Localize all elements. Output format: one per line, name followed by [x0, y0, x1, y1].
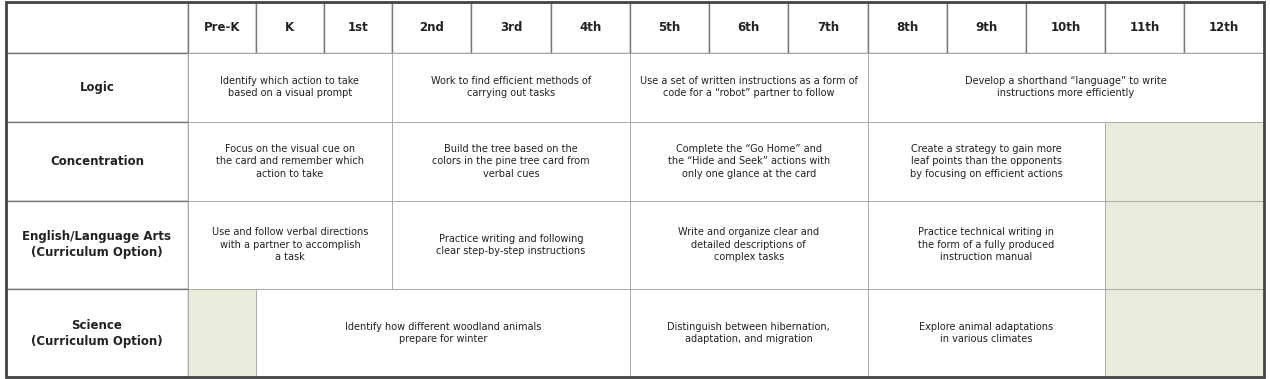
Text: English/Language Arts
(Curriculum Option): English/Language Arts (Curriculum Option… — [23, 230, 171, 259]
Text: Pre-K: Pre-K — [203, 21, 240, 34]
Text: 5th: 5th — [658, 21, 681, 34]
Text: Practice technical writing in
the form of a fully produced
instruction manual: Practice technical writing in the form o… — [918, 227, 1054, 262]
Text: Science
(Curriculum Option): Science (Curriculum Option) — [32, 318, 163, 348]
Text: 2nd: 2nd — [419, 21, 444, 34]
Bar — [630, 2, 709, 53]
Text: Write and organize clear and
detailed descriptions of
complex tasks: Write and organize clear and detailed de… — [678, 227, 819, 262]
Text: 1st: 1st — [348, 21, 368, 34]
Text: 12th: 12th — [1209, 21, 1240, 34]
Bar — [1105, 122, 1264, 201]
Text: Use and follow verbal directions
with a partner to accomplish
a task: Use and follow verbal directions with a … — [212, 227, 368, 262]
Bar — [789, 2, 867, 53]
Bar — [867, 289, 1105, 377]
Bar — [6, 122, 188, 201]
Bar — [867, 53, 1264, 122]
Bar — [1105, 2, 1185, 53]
Bar — [392, 2, 471, 53]
Text: Focus on the visual cue on
the card and remember which
action to take: Focus on the visual cue on the card and … — [216, 144, 364, 179]
Bar — [6, 53, 188, 122]
Text: 7th: 7th — [817, 21, 839, 34]
Text: 11th: 11th — [1130, 21, 1160, 34]
Text: Practice writing and following
clear step-by-step instructions: Practice writing and following clear ste… — [437, 233, 585, 256]
Bar — [1185, 2, 1264, 53]
Text: Explore animal adaptations
in various climates: Explore animal adaptations in various cl… — [919, 322, 1053, 344]
Bar — [709, 2, 789, 53]
Bar — [630, 122, 867, 201]
Text: 8th: 8th — [897, 21, 918, 34]
Text: Develop a shorthand “language” to write
instructions more efficiently: Develop a shorthand “language” to write … — [965, 76, 1166, 99]
Text: Use a set of written instructions as a form of
code for a “robot” partner to fol: Use a set of written instructions as a f… — [640, 76, 857, 99]
Text: K: K — [286, 21, 295, 34]
Text: Complete the “Go Home” and
the “Hide and Seek” actions with
only one glance at t: Complete the “Go Home” and the “Hide and… — [668, 144, 829, 179]
Text: 9th: 9th — [975, 21, 997, 34]
Bar — [1105, 289, 1264, 377]
Bar — [867, 201, 1105, 289]
Bar — [630, 289, 867, 377]
Bar — [188, 2, 255, 53]
Bar — [867, 2, 946, 53]
Bar — [6, 289, 188, 377]
Text: Concentration: Concentration — [50, 155, 144, 168]
Text: 3rd: 3rd — [500, 21, 522, 34]
Text: Identify which action to take
based on a visual prompt: Identify which action to take based on a… — [221, 76, 359, 99]
Bar — [188, 289, 255, 377]
Text: 6th: 6th — [738, 21, 759, 34]
Bar — [255, 289, 630, 377]
Text: 4th: 4th — [579, 21, 602, 34]
Bar — [188, 201, 392, 289]
Bar — [946, 2, 1026, 53]
Text: Build the tree based on the
colors in the pine tree card from
verbal cues: Build the tree based on the colors in th… — [432, 144, 589, 179]
Bar — [551, 2, 630, 53]
Bar — [188, 122, 392, 201]
Bar — [6, 2, 188, 53]
Bar — [867, 122, 1105, 201]
Text: Identify how different woodland animals
prepare for winter: Identify how different woodland animals … — [344, 322, 541, 344]
Bar — [392, 122, 630, 201]
Bar — [630, 201, 867, 289]
Bar — [6, 201, 188, 289]
Bar — [324, 2, 392, 53]
Text: Create a strategy to gain more
leaf points than the opponents
by focusing on eff: Create a strategy to gain more leaf poin… — [911, 144, 1063, 179]
Text: Distinguish between hibernation,
adaptation, and migration: Distinguish between hibernation, adaptat… — [667, 322, 831, 344]
Text: Logic: Logic — [80, 81, 114, 94]
Text: 10th: 10th — [1050, 21, 1081, 34]
Bar — [630, 53, 867, 122]
Bar — [392, 53, 630, 122]
Bar — [471, 2, 551, 53]
Bar — [392, 201, 630, 289]
Text: Work to find efficient methods of
carrying out tasks: Work to find efficient methods of carryi… — [431, 76, 591, 99]
Bar — [255, 2, 324, 53]
Bar — [1026, 2, 1105, 53]
Bar — [1105, 201, 1264, 289]
Bar — [188, 53, 392, 122]
